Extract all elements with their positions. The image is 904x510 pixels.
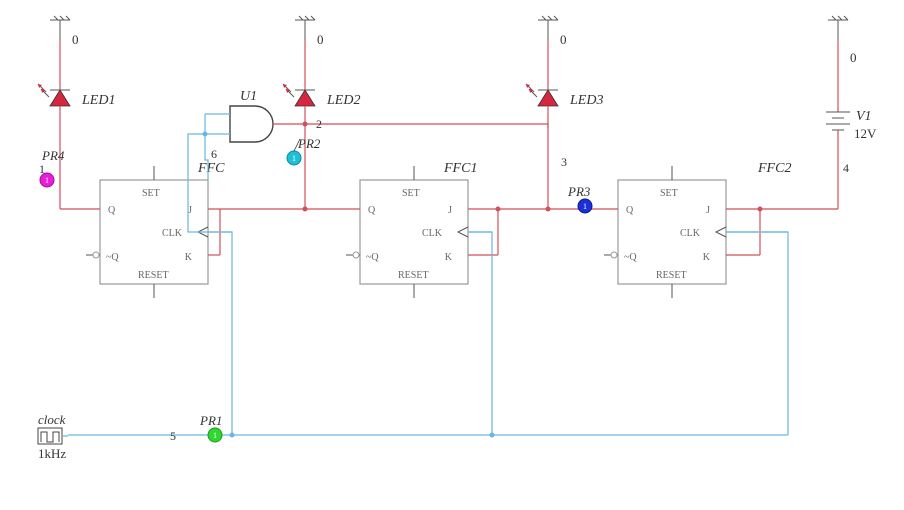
pr4-label: PR4 — [41, 148, 65, 163]
u1-label: U1 — [240, 89, 257, 104]
led3: LED3 — [526, 40, 603, 128]
ff-nq: ~Q — [106, 252, 119, 263]
ff-q: Q — [108, 205, 116, 216]
svg-text:CLK: CLK — [422, 228, 443, 239]
svg-text:RESET: RESET — [656, 270, 687, 281]
svg-text:J: J — [448, 205, 452, 216]
net-label: 0 — [560, 32, 567, 47]
svg-text:~Q: ~Q — [624, 252, 637, 263]
svg-text:Q: Q — [368, 205, 376, 216]
net-5: 5 — [170, 429, 176, 443]
flipflop-ffc2: SET RESET Q ~Q J K CLK — [604, 166, 726, 298]
svg-text:SET: SET — [660, 188, 678, 199]
schematic-canvas: 0 0 0 0 LED1 — [0, 0, 904, 510]
ff-k: K — [185, 252, 193, 263]
svg-text:K: K — [703, 252, 711, 263]
svg-text:CLK: CLK — [680, 228, 701, 239]
battery-value: 12V — [854, 126, 877, 141]
ground-3: 0 — [828, 16, 857, 65]
probe-pr1: 1 PR1 — [199, 413, 222, 442]
clock-freq: 1kHz — [38, 446, 66, 461]
and-gate: U1 — [205, 89, 305, 142]
svg-text:J: J — [706, 205, 710, 216]
ff-clk: CLK — [162, 228, 183, 239]
svg-text:1: 1 — [213, 431, 217, 440]
probe-pr2: 1 PR2 — [287, 136, 321, 165]
svg-text:RESET: RESET — [398, 270, 429, 281]
svg-text:1: 1 — [292, 154, 296, 163]
ffc2-label: FFC2 — [757, 161, 791, 176]
net-label: 0 — [72, 32, 79, 47]
net-4: 4 — [843, 161, 849, 175]
net-label: 0 — [850, 50, 857, 65]
ffc1-label: FFC1 — [443, 161, 477, 176]
ground-1: 0 — [295, 16, 324, 47]
ffc-label: FFC — [197, 161, 225, 176]
battery-v1: V1 12V — [826, 40, 877, 209]
battery-name: V1 — [856, 109, 872, 124]
svg-text:1: 1 — [583, 202, 587, 211]
net-3: 3 — [561, 155, 567, 169]
clock-name: clock — [38, 412, 66, 427]
pr2-label: PR2 — [297, 136, 321, 151]
flipflop-ffc1: SET RESET Q ~Q J K CLK — [346, 166, 468, 298]
svg-text:1: 1 — [45, 176, 49, 185]
svg-text:~Q: ~Q — [366, 252, 379, 263]
pr3-label: PR3 — [567, 184, 591, 199]
led1-label: LED1 — [81, 93, 115, 108]
net-6: 6 — [211, 147, 217, 161]
led2-label: LED2 — [326, 93, 360, 108]
led3-label: LED3 — [569, 93, 603, 108]
clock-source: clock 1kHz — [38, 412, 68, 461]
ground-0: 0 — [50, 16, 79, 47]
ff-j: J — [188, 205, 192, 216]
net-label: 0 — [317, 32, 324, 47]
ff-set: SET — [142, 188, 160, 199]
pr1-label: PR1 — [199, 413, 222, 428]
svg-text:K: K — [445, 252, 453, 263]
ff-reset: RESET — [138, 270, 169, 281]
svg-text:SET: SET — [402, 188, 420, 199]
net-2: 2 — [316, 117, 322, 131]
svg-text:Q: Q — [626, 205, 634, 216]
ground-2: 0 — [538, 16, 567, 47]
